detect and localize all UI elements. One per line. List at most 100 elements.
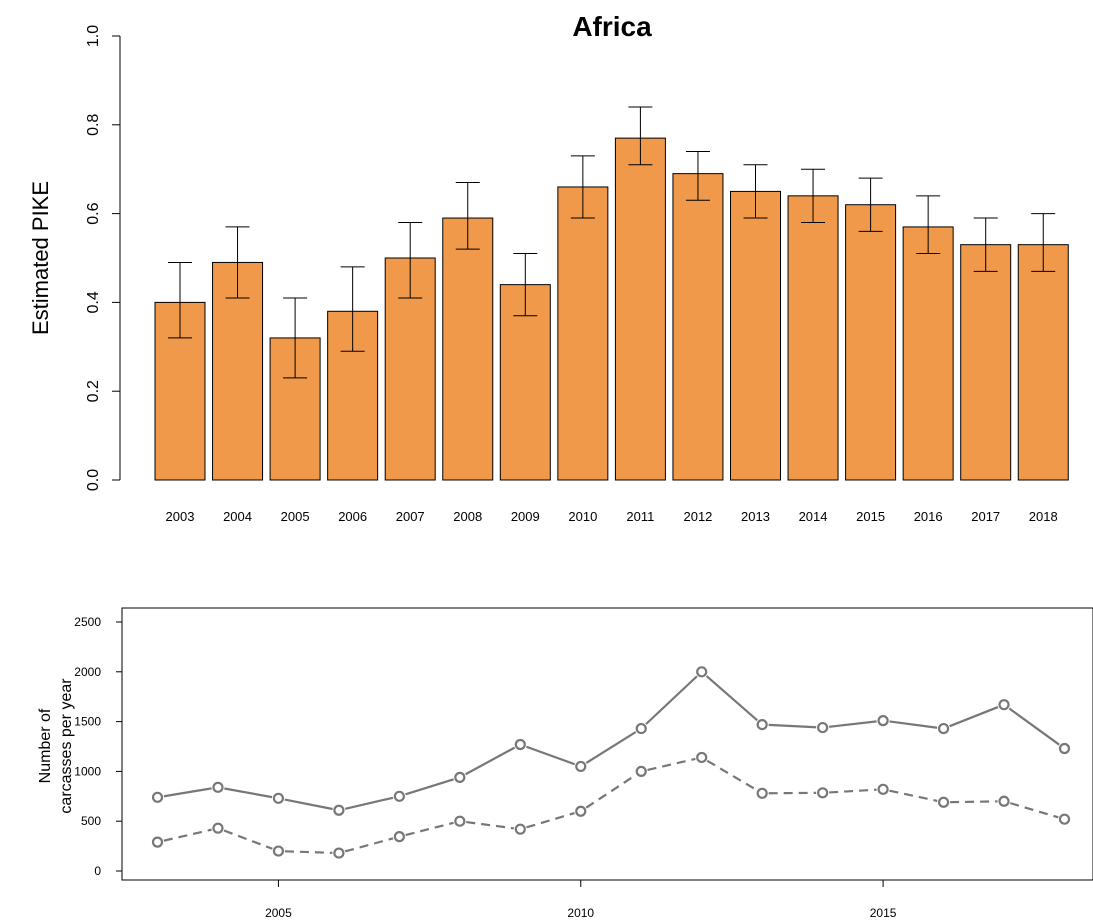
x-tick-label: 2010	[568, 509, 597, 524]
carcass-line-chart: Number of carcasses per year 0 500 1000 150…	[37, 607, 1093, 920]
x-tick-label: 2010	[567, 906, 594, 920]
solid-series-point	[635, 722, 647, 735]
y-tick-label: 0.2	[85, 380, 102, 402]
bar	[960, 244, 1012, 481]
solid-series-point	[696, 666, 708, 678]
y-tick-label: 500	[81, 814, 101, 828]
x-tick-label: 2014	[799, 509, 828, 524]
bar	[787, 195, 839, 481]
x-tick-label: 2015	[856, 509, 885, 524]
error-bars	[168, 106, 1056, 379]
x-tick-label: 2007	[396, 509, 425, 524]
dashed-series-point	[212, 822, 224, 834]
dashed-series-segment	[526, 812, 575, 829]
solid-series-segment	[585, 731, 637, 764]
x-tick-label: 2006	[338, 509, 367, 524]
x-tick-label: 2005	[281, 509, 310, 524]
dashed-series-point	[877, 783, 889, 795]
solid-series-point	[877, 715, 889, 727]
bar	[614, 137, 666, 481]
y-axis-title-line2: carcasses per year	[58, 678, 75, 814]
y-tick-label: 0	[94, 864, 101, 878]
x-axis: 2005 2010 2015	[265, 880, 897, 920]
dashed-series-point	[333, 847, 345, 859]
dashed-series-segment	[585, 774, 637, 809]
solid-series-segment	[344, 796, 394, 810]
dashed-series-point	[756, 787, 768, 799]
plot-frame	[121, 607, 1093, 881]
dashed-series-point	[817, 787, 829, 799]
dashed-series-segment	[163, 828, 212, 842]
line-points	[151, 666, 1071, 859]
dashed-series-point	[454, 815, 466, 827]
pike-bar-chart: Africa Estimated PIKE 0.0 0.2 0.4 0.6 0.8 1.0…	[28, 11, 1069, 524]
bar	[557, 186, 609, 481]
dashed-series-segment	[889, 789, 938, 802]
solid-series-segment	[949, 706, 999, 728]
x-tick-label: 2016	[914, 509, 943, 524]
solid-series-segment	[224, 787, 273, 799]
solid-series-segment	[705, 675, 758, 722]
dashed-series-point	[635, 765, 647, 778]
solid-series-segment	[405, 778, 454, 796]
bar	[1017, 244, 1069, 481]
dashed-series-segment	[284, 850, 333, 854]
bar	[212, 261, 264, 481]
dashed-series-point	[937, 796, 950, 808]
dashed-series-segment	[223, 829, 273, 850]
solid-series-point	[333, 804, 345, 816]
bar	[902, 226, 954, 481]
bar	[672, 173, 724, 481]
line-series	[163, 675, 1060, 854]
bar	[845, 204, 897, 481]
x-tick-label: 2004	[223, 509, 252, 524]
dashed-series-segment	[950, 800, 998, 804]
chart-title: Africa	[572, 11, 652, 42]
dashed-series-point	[1058, 813, 1071, 825]
y-tick-label: 2500	[74, 615, 101, 629]
bar	[442, 217, 494, 481]
y-tick-label: 0.4	[85, 291, 102, 313]
solid-series-point	[575, 760, 587, 773]
x-tick-label: 2012	[683, 509, 712, 524]
solid-series-point	[756, 718, 768, 731]
solid-series-point	[151, 791, 164, 803]
dashed-series-point	[514, 823, 526, 835]
y-axis: 0 500 1000 1500 2000 2500	[74, 615, 122, 878]
solid-series-segment	[465, 746, 516, 776]
x-tick-label: 2011	[626, 509, 654, 524]
dashed-series-segment	[829, 788, 877, 794]
solid-series-point	[1058, 742, 1071, 755]
x-tick-labels: 2003 2004 2005 2006 2007 2008 2009 2010 2011 2012…	[166, 509, 1058, 524]
solid-series-point	[393, 790, 405, 802]
y-axis-title: Estimated PIKE	[28, 181, 53, 335]
dashed-series-segment	[706, 759, 758, 791]
y-axis-title-line1: Number of	[37, 708, 54, 783]
solid-series-segment	[284, 798, 333, 811]
x-tick-label: 2005	[265, 906, 292, 920]
y-tick-label: 1000	[74, 764, 101, 778]
solid-series-segment	[526, 745, 576, 766]
solid-series-point	[514, 738, 526, 751]
x-tick-label: 2018	[1029, 509, 1058, 524]
y-axis: 0.0 0.2 0.4 0.6 0.8 1.0	[85, 25, 121, 491]
dashed-series-segment	[647, 757, 696, 772]
dashed-series-point	[393, 831, 405, 843]
x-tick-label: 2013	[741, 509, 770, 524]
solid-series-segment	[1008, 707, 1060, 746]
solid-series-point	[454, 771, 466, 783]
solid-series-point	[817, 721, 829, 734]
y-tick-label: 0.6	[85, 202, 102, 224]
solid-series-point	[272, 792, 285, 804]
dashed-series-point	[998, 795, 1010, 807]
x-tick-label: 2008	[453, 509, 482, 524]
solid-series-segment	[828, 720, 877, 728]
dashed-series-point	[272, 845, 285, 857]
y-tick-label: 1.0	[85, 25, 102, 47]
x-tick-label: 2009	[511, 509, 540, 524]
solid-series-segment	[768, 723, 817, 729]
bar-series	[154, 137, 1069, 481]
dashed-series-point	[696, 751, 708, 764]
solid-series-point	[998, 699, 1010, 711]
